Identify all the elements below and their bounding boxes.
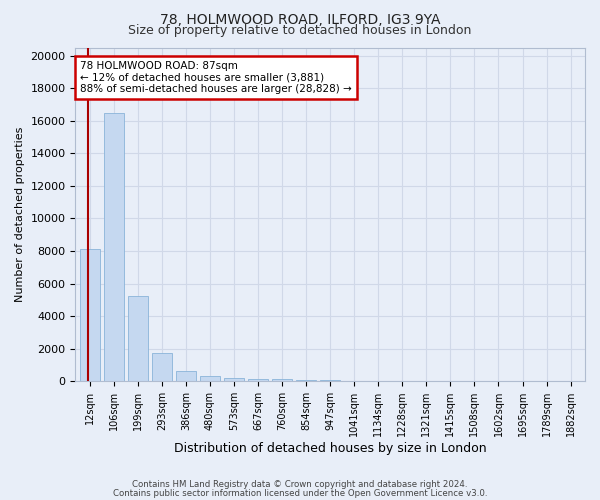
- Text: Size of property relative to detached houses in London: Size of property relative to detached ho…: [128, 24, 472, 37]
- Bar: [104, 112, 124, 381]
- Bar: [272, 380, 292, 381]
- Bar: [200, 376, 220, 381]
- Bar: [176, 370, 196, 381]
- Bar: [128, 296, 148, 381]
- Text: 78 HOLMWOOD ROAD: 87sqm
← 12% of detached houses are smaller (3,881)
88% of semi: 78 HOLMWOOD ROAD: 87sqm ← 12% of detache…: [80, 61, 352, 94]
- Text: Contains public sector information licensed under the Open Government Licence v3: Contains public sector information licen…: [113, 489, 487, 498]
- Bar: [296, 380, 316, 381]
- Bar: [224, 378, 244, 381]
- Bar: [152, 352, 172, 381]
- Text: 78, HOLMWOOD ROAD, ILFORD, IG3 9YA: 78, HOLMWOOD ROAD, ILFORD, IG3 9YA: [160, 12, 440, 26]
- Y-axis label: Number of detached properties: Number of detached properties: [15, 126, 25, 302]
- Bar: [80, 250, 100, 381]
- Bar: [320, 380, 340, 381]
- Text: Contains HM Land Registry data © Crown copyright and database right 2024.: Contains HM Land Registry data © Crown c…: [132, 480, 468, 489]
- Bar: [248, 379, 268, 381]
- X-axis label: Distribution of detached houses by size in London: Distribution of detached houses by size …: [174, 442, 487, 455]
